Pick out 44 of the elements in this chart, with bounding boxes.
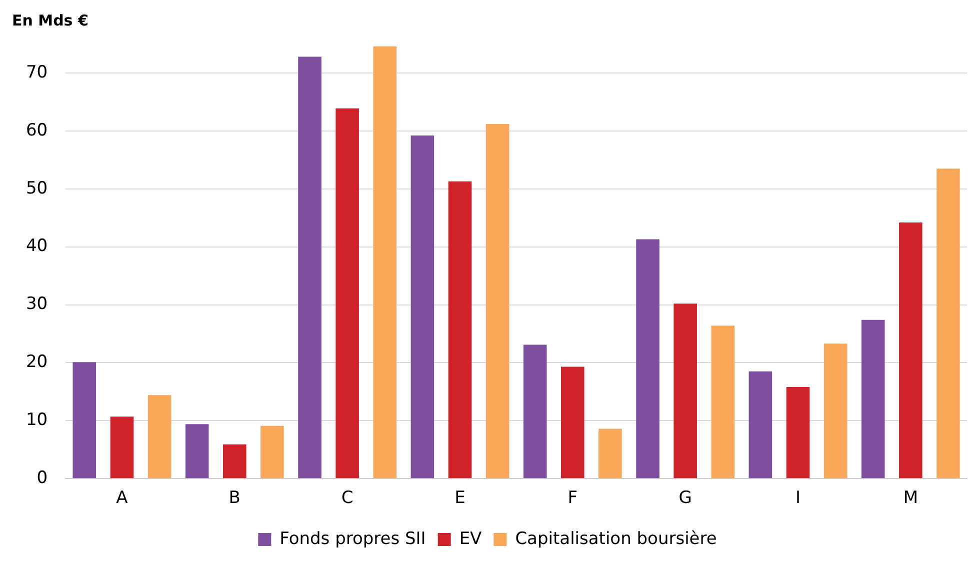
bar bbox=[786, 387, 810, 478]
y-axis-title: En Mds € bbox=[12, 11, 88, 30]
bar bbox=[260, 426, 284, 478]
x-tick-label: C bbox=[341, 488, 354, 508]
bar bbox=[72, 362, 96, 478]
bar bbox=[222, 444, 246, 478]
bar bbox=[486, 124, 510, 478]
y-tick-label: 40 bbox=[26, 236, 48, 256]
y-tick-label: 10 bbox=[26, 410, 48, 430]
bar bbox=[636, 239, 660, 478]
bar bbox=[523, 344, 547, 478]
y-tick-label: 0 bbox=[36, 468, 48, 488]
y-tick-label: 60 bbox=[26, 120, 48, 140]
x-tick-label: E bbox=[454, 488, 466, 508]
y-tick-label: 20 bbox=[26, 352, 48, 372]
bar bbox=[748, 371, 772, 478]
bar bbox=[674, 304, 697, 478]
bar bbox=[410, 136, 434, 478]
bar bbox=[936, 168, 960, 478]
bar bbox=[336, 108, 359, 478]
legend-label: Fonds propres SII bbox=[280, 528, 426, 549]
y-tick-label: 50 bbox=[26, 178, 48, 198]
y-tick-label: 70 bbox=[26, 62, 48, 82]
bar bbox=[110, 416, 134, 478]
x-tick-label: F bbox=[568, 488, 578, 508]
bar bbox=[448, 181, 472, 478]
x-tick-label: A bbox=[116, 488, 128, 508]
bar bbox=[899, 222, 922, 478]
bar bbox=[298, 56, 322, 478]
bar bbox=[598, 428, 622, 478]
bar bbox=[148, 395, 172, 478]
bar bbox=[861, 320, 885, 478]
legend-label: Capitalisation boursière bbox=[515, 528, 717, 549]
bar bbox=[185, 424, 209, 478]
x-tick-label: I bbox=[795, 488, 800, 508]
y-tick-label: 30 bbox=[26, 294, 48, 314]
bar bbox=[711, 326, 735, 478]
bar bbox=[561, 366, 584, 478]
x-tick-label: M bbox=[903, 488, 918, 508]
x-tick-label: B bbox=[228, 488, 240, 508]
bar bbox=[373, 46, 397, 478]
legend-label: EV bbox=[459, 528, 482, 549]
bar bbox=[824, 344, 848, 478]
x-tick-label: G bbox=[678, 488, 692, 508]
